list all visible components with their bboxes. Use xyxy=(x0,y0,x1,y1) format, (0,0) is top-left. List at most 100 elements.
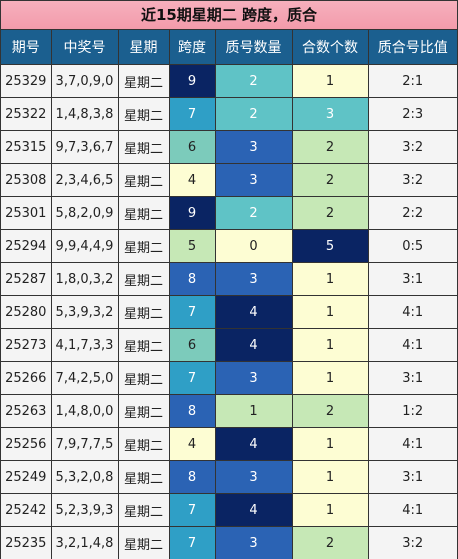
cell-issue: 25315 xyxy=(1,130,52,164)
cell-weekday: 星期二 xyxy=(117,229,170,263)
table-row: 25256 7,9,7,7,5 星期二 4 4 1 4:1 xyxy=(1,427,457,461)
cell-numbers: 3,2,1,4,8 xyxy=(50,526,119,559)
cell-span: 7 xyxy=(168,493,216,527)
cell-span: 7 xyxy=(168,526,216,559)
table-row: 25242 5,2,3,9,3 星期二 7 4 1 4:1 xyxy=(1,493,457,527)
cell-numbers: 4,1,7,3,3 xyxy=(50,328,119,362)
cell-composite-count: 1 xyxy=(291,493,369,527)
cell-numbers: 3,7,0,9,0 xyxy=(50,64,119,98)
header-row: 期号 中奖号 星期 跨度 质号数量 合数个数 质合号比值 xyxy=(1,30,457,65)
cell-issue: 25263 xyxy=(1,394,52,428)
cell-ratio: 4:1 xyxy=(367,427,457,461)
cell-numbers: 2,3,4,6,5 xyxy=(50,163,119,197)
table-row: 25263 1,4,8,0,0 星期二 8 1 2 1:2 xyxy=(1,394,457,428)
cell-ratio: 3:2 xyxy=(367,130,457,164)
header-span: 跨度 xyxy=(168,30,216,65)
cell-issue: 25235 xyxy=(1,526,52,559)
cell-numbers: 1,4,8,3,8 xyxy=(50,97,119,131)
cell-numbers: 5,8,2,0,9 xyxy=(50,196,119,230)
cell-ratio: 2:3 xyxy=(367,97,457,131)
header-ratio: 质合号比值 xyxy=(367,30,457,65)
cell-ratio: 4:1 xyxy=(367,328,457,362)
cell-issue: 25301 xyxy=(1,196,52,230)
table-row: 25287 1,8,0,3,2 星期二 8 3 1 3:1 xyxy=(1,262,457,296)
cell-span: 7 xyxy=(168,361,216,395)
cell-prime-count: 4 xyxy=(214,295,293,329)
cell-weekday: 星期二 xyxy=(117,295,170,329)
cell-weekday: 星期二 xyxy=(117,64,170,98)
cell-weekday: 星期二 xyxy=(117,130,170,164)
cell-ratio: 1:2 xyxy=(367,394,457,428)
cell-issue: 25249 xyxy=(1,460,52,494)
table-body: 25329 3,7,0,9,0 星期二 9 2 1 2:1 25322 1,4,8,3,8 星期二… xyxy=(1,64,457,559)
cell-issue: 25294 xyxy=(1,229,52,263)
cell-numbers: 5,2,3,9,3 xyxy=(50,493,119,527)
cell-numbers: 7,9,7,7,5 xyxy=(50,427,119,461)
cell-issue: 25242 xyxy=(1,493,52,527)
table-row: 25266 7,4,2,5,0 星期二 7 3 1 3:1 xyxy=(1,361,457,395)
cell-ratio: 4:1 xyxy=(367,493,457,527)
cell-composite-count: 1 xyxy=(291,64,369,98)
cell-composite-count: 3 xyxy=(291,97,369,131)
cell-composite-count: 1 xyxy=(291,460,369,494)
cell-prime-count: 3 xyxy=(214,460,293,494)
cell-composite-count: 1 xyxy=(291,328,369,362)
stats-table: 期号 中奖号 星期 跨度 质号数量 合数个数 质合号比值 25329 3,7,0,… xyxy=(1,30,457,559)
cell-span: 4 xyxy=(168,427,216,461)
cell-weekday: 星期二 xyxy=(117,196,170,230)
cell-prime-count: 2 xyxy=(214,196,293,230)
cell-issue: 25256 xyxy=(1,427,52,461)
cell-weekday: 星期二 xyxy=(117,328,170,362)
cell-composite-count: 2 xyxy=(291,394,369,428)
cell-ratio: 3:1 xyxy=(367,262,457,296)
cell-prime-count: 3 xyxy=(214,130,293,164)
cell-span: 6 xyxy=(168,130,216,164)
cell-numbers: 7,4,2,5,0 xyxy=(50,361,119,395)
cell-numbers: 9,9,4,4,9 xyxy=(50,229,119,263)
cell-weekday: 星期二 xyxy=(117,97,170,131)
cell-ratio: 0:5 xyxy=(367,229,457,263)
cell-ratio: 2:2 xyxy=(367,196,457,230)
cell-issue: 25280 xyxy=(1,295,52,329)
cell-composite-count: 1 xyxy=(291,262,369,296)
cell-span: 9 xyxy=(168,64,216,98)
table-title: 近15期星期二 跨度，质合 xyxy=(1,1,457,30)
cell-weekday: 星期二 xyxy=(117,526,170,559)
cell-prime-count: 4 xyxy=(214,493,293,527)
cell-ratio: 4:1 xyxy=(367,295,457,329)
cell-prime-count: 4 xyxy=(214,328,293,362)
cell-span: 9 xyxy=(168,196,216,230)
cell-numbers: 5,3,9,3,2 xyxy=(50,295,119,329)
cell-composite-count: 2 xyxy=(291,526,369,559)
cell-issue: 25308 xyxy=(1,163,52,197)
cell-composite-count: 2 xyxy=(291,163,369,197)
cell-weekday: 星期二 xyxy=(117,460,170,494)
table-row: 25273 4,1,7,3,3 星期二 6 4 1 4:1 xyxy=(1,328,457,362)
cell-weekday: 星期二 xyxy=(117,394,170,428)
cell-ratio: 3:2 xyxy=(367,163,457,197)
cell-ratio: 2:1 xyxy=(367,64,457,98)
cell-numbers: 5,3,2,0,8 xyxy=(50,460,119,494)
cell-span: 4 xyxy=(168,163,216,197)
header-numbers: 中奖号 xyxy=(50,30,119,65)
cell-span: 8 xyxy=(168,262,216,296)
cell-issue: 25266 xyxy=(1,361,52,395)
table-row: 25294 9,9,4,4,9 星期二 5 0 5 0:5 xyxy=(1,229,457,263)
cell-span: 7 xyxy=(168,97,216,131)
cell-prime-count: 3 xyxy=(214,163,293,197)
cell-issue: 25273 xyxy=(1,328,52,362)
cell-span: 7 xyxy=(168,295,216,329)
cell-weekday: 星期二 xyxy=(117,427,170,461)
cell-prime-count: 3 xyxy=(214,262,293,296)
cell-span: 8 xyxy=(168,460,216,494)
cell-weekday: 星期二 xyxy=(117,262,170,296)
cell-composite-count: 5 xyxy=(291,229,369,263)
cell-issue: 25287 xyxy=(1,262,52,296)
cell-ratio: 3:1 xyxy=(367,460,457,494)
cell-numbers: 9,7,3,6,7 xyxy=(50,130,119,164)
table-row: 25315 9,7,3,6,7 星期二 6 3 2 3:2 xyxy=(1,130,457,164)
table-row: 25322 1,4,8,3,8 星期二 7 2 3 2:3 xyxy=(1,97,457,131)
cell-prime-count: 2 xyxy=(214,97,293,131)
cell-prime-count: 3 xyxy=(214,361,293,395)
